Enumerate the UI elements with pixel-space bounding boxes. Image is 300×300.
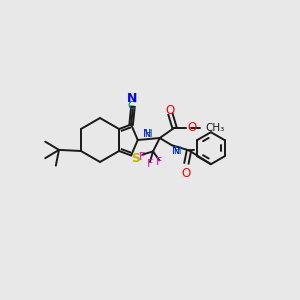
Text: F: F	[147, 159, 153, 169]
Text: N: N	[128, 92, 138, 105]
Text: H: H	[145, 129, 153, 139]
Text: O: O	[188, 121, 197, 134]
Text: N: N	[142, 129, 151, 139]
Text: O: O	[166, 104, 175, 117]
Text: N: N	[172, 146, 180, 156]
Text: F: F	[139, 152, 146, 162]
Text: S: S	[131, 152, 140, 165]
Text: CH₃: CH₃	[206, 123, 225, 133]
Text: H: H	[174, 146, 182, 156]
Text: C: C	[127, 101, 135, 111]
Text: F: F	[156, 158, 163, 167]
Text: O: O	[182, 167, 191, 180]
